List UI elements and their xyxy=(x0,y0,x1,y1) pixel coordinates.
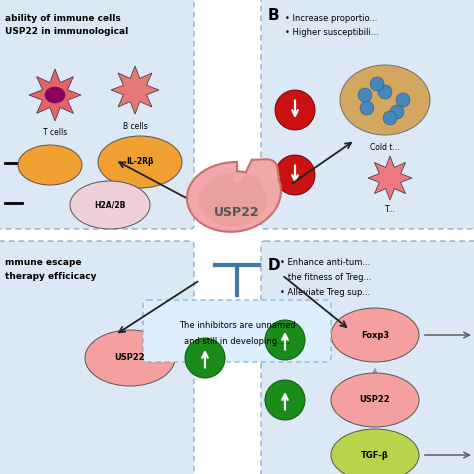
Text: the fitness of Treg...: the fitness of Treg... xyxy=(280,273,371,282)
Polygon shape xyxy=(368,156,412,200)
Ellipse shape xyxy=(340,65,430,135)
Text: D: D xyxy=(268,258,281,273)
Circle shape xyxy=(390,105,404,119)
Text: B cells: B cells xyxy=(123,122,147,131)
Text: • Higher susceptibili...: • Higher susceptibili... xyxy=(285,28,379,37)
Text: ability of immune cells: ability of immune cells xyxy=(5,14,121,23)
FancyBboxPatch shape xyxy=(261,241,474,474)
Ellipse shape xyxy=(18,145,82,185)
Polygon shape xyxy=(111,66,159,114)
Text: H2A/2B: H2A/2B xyxy=(94,201,126,210)
Circle shape xyxy=(265,320,305,360)
Ellipse shape xyxy=(331,308,419,362)
Text: The inhibitors are unnamed: The inhibitors are unnamed xyxy=(179,321,295,330)
Text: TGF-β: TGF-β xyxy=(361,450,389,459)
Text: and still in developing.....: and still in developing..... xyxy=(184,337,290,346)
Ellipse shape xyxy=(85,330,175,386)
Circle shape xyxy=(265,380,305,420)
Text: Cold t...: Cold t... xyxy=(370,143,400,152)
Polygon shape xyxy=(199,173,267,227)
Text: • Alleviate Treg sup...: • Alleviate Treg sup... xyxy=(280,288,370,297)
FancyBboxPatch shape xyxy=(0,0,194,229)
Polygon shape xyxy=(29,69,81,121)
Circle shape xyxy=(396,93,410,107)
Text: therapy efficicacy: therapy efficicacy xyxy=(5,272,97,281)
Text: USP22: USP22 xyxy=(360,395,390,404)
Ellipse shape xyxy=(70,181,150,229)
Text: • Enhance anti-tum...: • Enhance anti-tum... xyxy=(280,258,370,267)
Text: USP22 in immunological: USP22 in immunological xyxy=(5,27,128,36)
Circle shape xyxy=(360,101,374,115)
Circle shape xyxy=(275,155,315,195)
Ellipse shape xyxy=(331,373,419,427)
Text: USP22: USP22 xyxy=(115,354,146,363)
Circle shape xyxy=(275,90,315,130)
Text: USP22: USP22 xyxy=(214,207,260,219)
FancyBboxPatch shape xyxy=(0,241,194,474)
Ellipse shape xyxy=(98,136,182,188)
Circle shape xyxy=(383,111,397,125)
Polygon shape xyxy=(187,159,281,232)
Circle shape xyxy=(185,338,225,378)
Circle shape xyxy=(370,77,384,91)
Text: mmune escape: mmune escape xyxy=(5,258,82,267)
Text: IL-2Rβ: IL-2Rβ xyxy=(126,157,154,166)
Circle shape xyxy=(378,85,392,99)
Text: T...: T... xyxy=(384,205,395,214)
Ellipse shape xyxy=(331,429,419,474)
Text: B: B xyxy=(268,8,280,23)
FancyBboxPatch shape xyxy=(261,0,474,229)
Circle shape xyxy=(358,88,372,102)
Text: Foxp3: Foxp3 xyxy=(361,330,389,339)
FancyBboxPatch shape xyxy=(143,300,331,362)
Text: • Increase proportio...: • Increase proportio... xyxy=(285,14,377,23)
Ellipse shape xyxy=(45,87,65,103)
Text: T cells: T cells xyxy=(43,128,67,137)
